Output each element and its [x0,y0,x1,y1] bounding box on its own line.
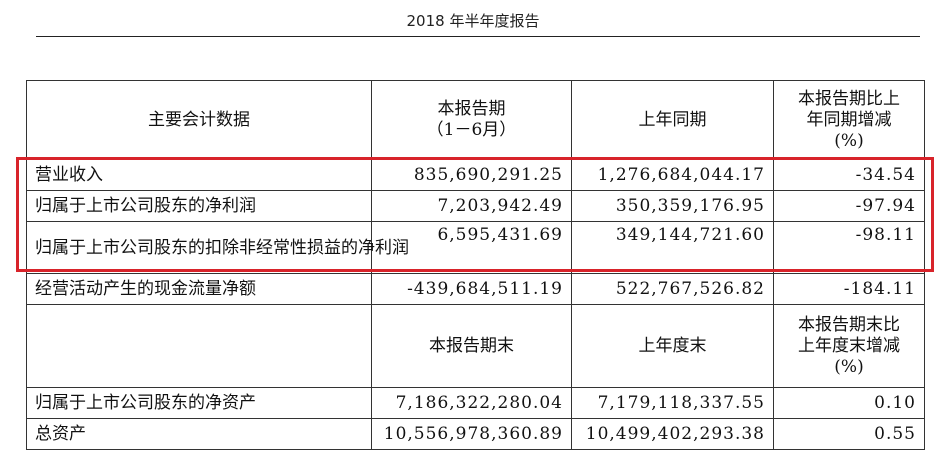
header-cell-prior-period: 上年同期 [571,80,774,160]
subheader-change-line1: 本报告期末比 [798,314,900,335]
row-prior-value: 7,179,118,337.55 [571,387,774,419]
row-current-value: 7,186,322,280.04 [371,387,572,419]
header-change-line3: (%) [834,130,864,151]
subheader-cell-change: 本报告期末比 上年度末增减 (%) [773,304,925,388]
header-current-period-line1: 本报告期 [437,99,506,119]
row-prior-value: 350,359,176.95 [571,190,774,222]
header-cell-metric: 主要会计数据 [26,80,372,160]
subheader-cell-prior-year-end: 上年度末 [571,304,774,388]
row-label: 总资产 [26,418,372,450]
header-cell-current-period: 本报告期 （1－6月） [371,80,572,160]
row-current-value: 6,595,431.69 [371,221,572,274]
row-current-value: 835,690,291.25 [371,159,572,191]
header-change-line1: 本报告期比上 [798,88,900,109]
subheader-cell-empty [26,304,372,388]
table-subheader-row: 本报告期末 上年度末 本报告期末比 上年度末增减 (%) [26,304,925,388]
row-change-value: 0.10 [773,387,925,419]
row-change-value: -34.54 [773,159,925,191]
table-row-revenue: 营业收入 835,690,291.25 1,276,684,044.17 -34… [26,159,925,191]
table-row-net-profit-excl-nonrecurring: 归属于上市公司股东的扣除非经常性损益的净利润 6,595,431.69 349,… [26,221,925,274]
table-row-net-profit: 归属于上市公司股东的净利润 7,203,942.49 350,359,176.9… [26,190,925,222]
row-prior-value: 10,499,402,293.38 [571,418,774,450]
row-label: 归属于上市公司股东的净利润 [26,190,372,222]
header-cell-change: 本报告期比上 年同期增减 (%) [773,80,925,160]
row-label: 经营活动产生的现金流量净额 [26,273,372,305]
header-current-period-line2: （1－6月） [426,120,517,140]
table-row-net-assets: 归属于上市公司股东的净资产 7,186,322,280.04 7,179,118… [26,387,925,419]
subheader-change-line2: 上年度末增减 [798,335,900,356]
row-current-value: -439,684,511.19 [371,273,572,305]
row-change-value: -184.11 [773,273,925,305]
table-row-total-assets: 总资产 10,556,978,360.89 10,499,402,293.38 … [26,418,925,450]
row-prior-value: 522,767,526.82 [571,273,774,305]
table-header-row: 主要会计数据 本报告期 （1－6月） 上年同期 本报告期比上 年同期增减 (%) [26,80,925,160]
row-change-value: -98.11 [773,221,925,274]
row-prior-value: 1,276,684,044.17 [571,159,774,191]
row-label: 营业收入 [26,159,372,191]
key-accounting-data-table: 主要会计数据 本报告期 （1－6月） 上年同期 本报告期比上 年同期增减 (%)… [26,80,925,450]
header-change-line2: 年同期增减 [806,109,892,130]
document-header-title: 2018 年半年度报告 [406,12,540,30]
subheader-cell-period-end: 本报告期末 [371,304,572,388]
row-current-value: 7,203,942.49 [371,190,572,222]
table-row-operating-cash-flow: 经营活动产生的现金流量净额 -439,684,511.19 522,767,52… [26,273,925,305]
row-change-value: 0.55 [773,418,925,450]
row-label: 归属于上市公司股东的净资产 [26,387,372,419]
subheader-change-line3: (%) [834,356,864,377]
row-change-value: -97.94 [773,190,925,222]
row-prior-value: 349,144,721.60 [571,221,774,274]
row-current-value: 10,556,978,360.89 [371,418,572,450]
header-rule [36,36,920,37]
row-label: 归属于上市公司股东的扣除非经常性损益的净利润 [26,221,409,274]
